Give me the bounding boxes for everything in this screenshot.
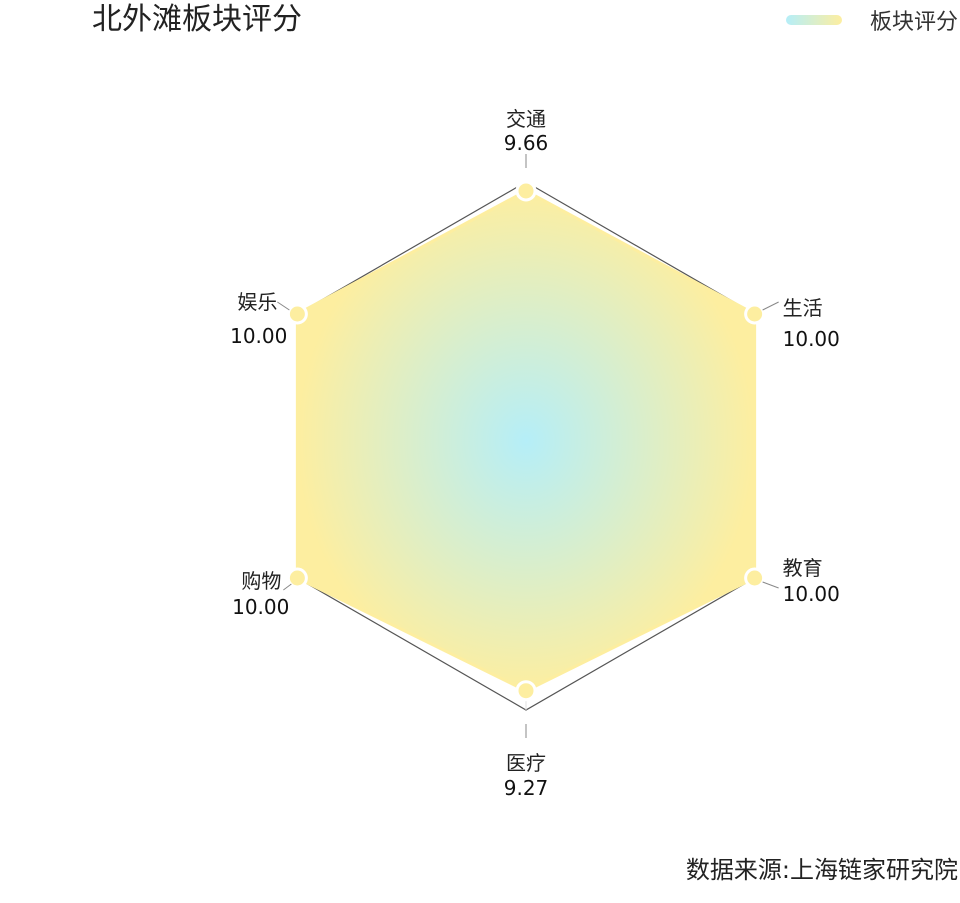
data-point[interactable] bbox=[286, 567, 308, 589]
data-point[interactable] bbox=[286, 303, 308, 325]
legend-label: 板块评分 bbox=[869, 10, 958, 35]
series-area[interactable] bbox=[295, 189, 757, 693]
indicator-value: 10.00 bbox=[783, 327, 840, 351]
indicator-value: 10.00 bbox=[232, 595, 289, 619]
data-point[interactable] bbox=[744, 567, 766, 589]
indicator-name: 娱乐 bbox=[237, 290, 277, 314]
legend-swatch bbox=[785, 15, 842, 25]
indicator-name: 教育 bbox=[783, 556, 823, 580]
radar-area bbox=[295, 189, 757, 693]
indicator-name: 交通 bbox=[506, 107, 546, 131]
data-point[interactable] bbox=[515, 180, 537, 202]
radar-points bbox=[286, 180, 766, 702]
label-leader bbox=[277, 301, 290, 311]
label-leader bbox=[762, 581, 779, 589]
chart-title: 北外滩板块评分 bbox=[92, 2, 302, 37]
legend[interactable]: 板块评分 bbox=[785, 4, 958, 36]
label-leader bbox=[283, 583, 292, 591]
label-leader bbox=[762, 301, 779, 311]
data-point[interactable] bbox=[744, 303, 766, 325]
indicator-name: 医疗 bbox=[506, 751, 546, 775]
data-point[interactable] bbox=[515, 680, 537, 702]
indicator-value: 9.27 bbox=[504, 776, 549, 800]
indicator-name: 购物 bbox=[241, 569, 281, 593]
indicator-name: 生活 bbox=[783, 296, 823, 320]
indicator-value: 10.00 bbox=[783, 582, 840, 606]
data-source: 数据来源:上海链家研究院 bbox=[685, 856, 958, 884]
indicator-value: 9.66 bbox=[504, 131, 549, 155]
indicator-value: 10.00 bbox=[230, 324, 287, 348]
